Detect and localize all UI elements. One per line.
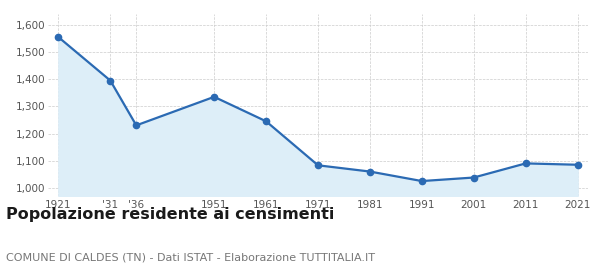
Text: Popolazione residente ai censimenti: Popolazione residente ai censimenti: [6, 207, 334, 222]
Text: COMUNE DI CALDES (TN) - Dati ISTAT - Elaborazione TUTTITALIA.IT: COMUNE DI CALDES (TN) - Dati ISTAT - Ela…: [6, 252, 375, 262]
